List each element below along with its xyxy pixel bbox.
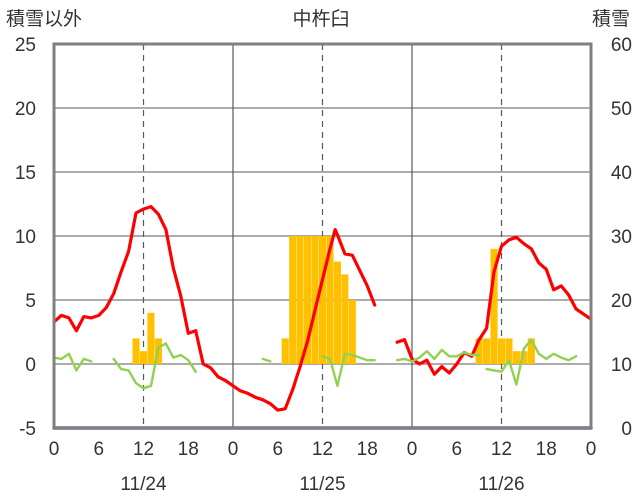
x-axis-tick-label: 6	[93, 439, 104, 460]
x-axis-tick-label: 18	[178, 439, 199, 460]
x-axis-tick-label: 0	[407, 439, 418, 460]
snowfall-bar	[348, 300, 356, 364]
series-line-2	[52, 352, 93, 372]
snowfall-bar	[333, 261, 341, 364]
x-axis-tick-label: 18	[536, 439, 557, 460]
left-axis-tick-label: 15	[15, 163, 36, 184]
x-axis-tick-label: 0	[586, 439, 597, 460]
left-axis-tick-label: 10	[15, 227, 36, 248]
snowfall-bar	[304, 236, 312, 364]
snowfall-bar	[483, 338, 491, 364]
snowfall-bar	[139, 351, 148, 364]
x-axis-tick-label: 0	[228, 439, 239, 460]
series-line-2	[395, 348, 481, 363]
right-axis-tick-label: 50	[611, 99, 632, 120]
series-line-2	[321, 352, 376, 387]
snowfall-bar	[520, 351, 528, 364]
date-label: 11/26	[478, 474, 524, 495]
snowfall-bar	[497, 338, 506, 364]
right-axis-tick-label: 0	[621, 419, 632, 440]
left-axis-title: 積雪以外	[6, 8, 82, 30]
snowfall-bar	[296, 236, 304, 364]
left-axis-tick-label: 0	[25, 355, 36, 376]
snowfall-bar	[326, 236, 334, 364]
right-axis-tick-label: 60	[611, 35, 632, 56]
x-axis-tick-label: 12	[312, 439, 333, 460]
snowfall-bar	[512, 351, 520, 364]
snowfall-bar	[132, 338, 140, 364]
date-label: 11/25	[299, 474, 345, 495]
series-line-1	[52, 205, 377, 412]
snowfall-bar	[311, 236, 319, 364]
series-line-2	[261, 357, 272, 363]
chart-title: 中杵臼	[292, 8, 349, 30]
snowfall-bar	[341, 274, 349, 364]
x-axis-tick-label: 12	[133, 439, 154, 460]
x-axis-tick-label: 0	[49, 439, 60, 460]
x-axis-tick-label: 18	[357, 439, 378, 460]
x-axis-tick-label: 6	[272, 439, 283, 460]
snowfall-bar	[527, 338, 535, 364]
snowfall-bar	[289, 236, 297, 364]
snowfall-bar	[490, 248, 498, 364]
right-axis-tick-label: 30	[611, 227, 632, 248]
left-axis-tick-label: 5	[25, 291, 36, 312]
left-axis-tick-label: 25	[15, 35, 36, 56]
right-axis-title: 積雪	[592, 8, 630, 30]
snowfall-bar	[505, 338, 513, 364]
right-axis-tick-label: 20	[611, 291, 632, 312]
series-line-1	[395, 235, 593, 376]
plot-frame	[52, 42, 593, 430]
snowfall-bar	[475, 338, 483, 364]
right-axis-tick-label: 40	[611, 163, 632, 184]
left-axis-tick-label: -5	[19, 419, 36, 440]
x-axis-tick-label: 12	[491, 439, 512, 460]
snowfall-bar	[318, 236, 327, 364]
right-axis-tick-label: 10	[611, 355, 632, 376]
series-line-2	[112, 342, 197, 390]
snowfall-bar	[147, 312, 155, 364]
series-line-2	[485, 338, 578, 386]
x-axis-tick-label: 6	[451, 439, 462, 460]
left-axis-tick-label: 20	[15, 99, 36, 120]
date-label: 11/24	[120, 474, 167, 495]
snowfall-bar	[281, 338, 289, 364]
